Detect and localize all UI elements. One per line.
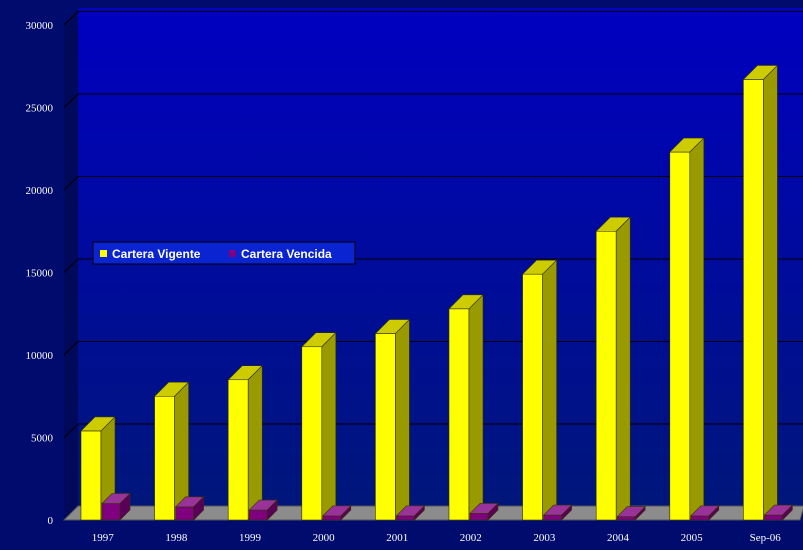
side-wall [64,8,78,520]
bar-cartera-vencida-side [193,496,204,521]
bar-cartera-vigente-side [321,332,337,521]
bar-cartera-vencida-side [634,505,646,521]
bar-cartera-vencida [469,502,499,521]
x-axis-ticks: 1997 1998 1999 2000 2001 2002 2003 2004 2005 Sep-… [92,532,781,544]
bar-cartera-vigente-front [301,346,323,521]
bar-cartera-vencida-side [708,505,720,521]
legend-label-vencida: Cartera Vencida [241,247,332,261]
bar-cartera-vencida-side [782,504,793,521]
x-tick-label: 1998 [165,532,188,544]
bar-cartera-vigente-side [615,216,631,521]
bar-cartera-vigente [301,332,337,521]
gridline [63,176,803,191]
bar-cartera-vigente [742,64,779,521]
bar-cartera-vencida [395,505,426,521]
bar-cartera-vigente-front [227,379,249,521]
y-tick-label: 15000 [26,268,54,280]
bar-cartera-vencida [174,496,205,521]
bar-cartera-vencida-side [266,499,278,521]
bar-cartera-vigente-front [80,430,102,521]
gridline [63,341,803,356]
bar-cartera-vencida [101,492,131,521]
bar-cartera-vencida-front [543,514,562,521]
x-tick-label: 2002 [460,532,482,544]
bar-cartera-vigente-front [375,333,396,521]
legend-box [92,241,356,265]
bar-cartera-vigente-front [669,151,691,521]
bar-cartera-vencida-side [487,502,499,521]
bar-cartera-vencida [763,504,794,521]
bar-cartera-vigente-side [247,365,263,521]
bar-cartera-vencida-side [340,505,352,521]
y-tick-label: 10000 [26,350,54,362]
gridline [63,11,803,26]
bar-cartera-vigente-side [395,318,410,521]
bar-cartera-vencida-front [396,515,415,521]
bar-cartera-vencida-front [322,515,342,521]
x-tick-label: Sep-06 [750,532,782,544]
bar-cartera-vigente-front [522,273,543,521]
y-axis-ticks: 0 5000 10000 15000 20000 25000 30000 [26,20,54,527]
bar-cartera-vigente-side [689,137,705,521]
bars [80,64,794,521]
bar-cartera-vigente-side [542,259,557,521]
gridline [63,258,803,273]
bar-cartera-vencida-front [764,514,783,521]
bar-cartera-vencida [542,504,573,521]
x-tick-label: 2003 [533,532,556,544]
legend: Cartera Vigente Cartera Vencida [92,241,356,265]
x-tick-label: 2005 [681,532,704,544]
bar-cartera-vencida [248,499,278,521]
x-tick-label: 2000 [313,532,336,544]
bar-cartera-vigente [227,365,263,521]
bar-cartera-vigente [448,294,484,521]
y-tick-label: 5000 [31,433,54,445]
y-tick-label: 25000 [26,103,54,115]
bar-cartera-vencida-side [561,504,572,521]
bar-cartera-vencida-side [119,492,131,521]
bar-cartera-vigente-front [154,395,175,521]
x-tick-label: 1999 [239,532,262,544]
gridlines [63,11,803,521]
bar-cartera-vigente-front [595,230,617,521]
bar-cartera-vencida [690,505,720,521]
bar-cartera-vencida-front [690,515,710,521]
legend-swatch-vencida [229,250,236,257]
gridline [63,93,803,108]
bar-cartera-vigente [374,318,411,521]
bar-cartera-vigente [153,381,190,521]
bar-cartera-vencida-front [101,503,121,521]
bar-cartera-vencida-front [175,506,194,521]
legend-label-vigente: Cartera Vigente [112,247,201,261]
bar-cartera-vigente-side [468,294,484,521]
bar-cartera-vencida [322,505,352,521]
bar-cartera-vigente-front [743,79,764,521]
bar-cartera-vencida [616,505,646,521]
bar-cartera-vencida-front [616,516,636,521]
gridline [63,423,803,438]
bar-cartera-vigente [521,259,558,521]
bar-cartera-vencida-side [414,505,425,521]
bar-cartera-vigente-side [763,64,778,521]
x-tick-label: 2001 [386,532,408,544]
bar-cartera-vencida-front [248,509,268,521]
bar-cartera-vigente [595,216,631,521]
y-tick-label: 30000 [26,20,54,32]
x-tick-label: 1997 [92,532,115,544]
bar-cartera-vigente [669,137,705,521]
legend-swatch-vigente [100,250,107,257]
bar-cartera-vencida-front [469,513,489,521]
bar-cartera-vigente-front [448,308,470,521]
y-tick-label: 20000 [26,185,54,197]
y-tick-label: 0 [48,515,54,527]
x-tick-label: 2004 [607,532,630,544]
